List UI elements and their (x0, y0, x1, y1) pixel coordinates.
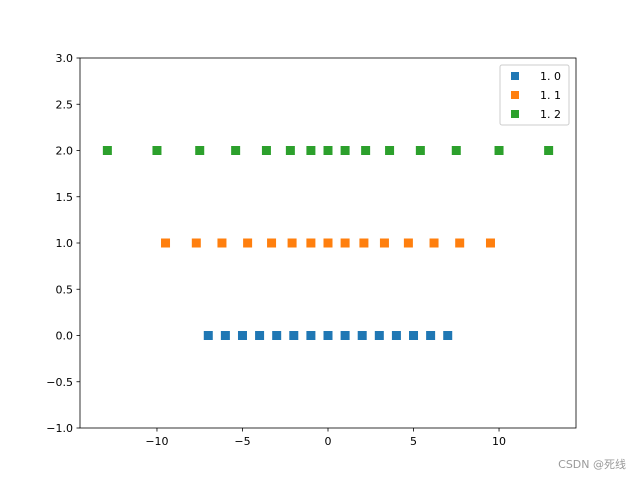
marker-series-3-point-15 (544, 146, 554, 155)
y-tick-label: 1.5 (56, 191, 74, 204)
marker-series-1-point-2 (220, 331, 230, 340)
y-tick-label: 3.0 (56, 52, 74, 65)
scatter-marks (102, 146, 554, 340)
marker-series-3-point-14 (494, 146, 504, 155)
marker-series-3-point-5 (261, 146, 271, 155)
marker-series-3-point-1 (102, 146, 112, 155)
marker-series-3-point-6 (285, 146, 295, 155)
y-tick-label: 2.5 (56, 98, 74, 111)
y-tick-label: 0.5 (56, 283, 74, 296)
marker-series-3-point-8 (323, 146, 333, 155)
marker-series-3-point-11 (385, 146, 395, 155)
marker-series-1-point-11 (374, 331, 384, 340)
legend-marker-3 (511, 110, 519, 118)
x-tick-label: −10 (145, 435, 168, 448)
marker-series-3-point-9 (340, 146, 350, 155)
x-tick-label: 5 (410, 435, 417, 448)
marker-series-2-point-3 (217, 238, 227, 248)
marker-series-1-point-3 (237, 331, 247, 340)
marker-series-3-point-13 (451, 146, 461, 155)
marker-series-1-point-1 (203, 331, 213, 340)
marker-series-1-point-4 (255, 331, 265, 340)
legend-marker-1 (511, 72, 519, 80)
marker-series-2-point-13 (429, 238, 439, 248)
marker-series-1-point-5 (272, 331, 282, 340)
marker-series-1-point-12 (391, 331, 401, 340)
legend-marker-2 (511, 91, 519, 99)
marker-series-3-point-10 (361, 146, 371, 155)
marker-series-1-point-14 (426, 331, 436, 340)
legend: 1. 0 1. 1 1. 2 (499, 64, 570, 126)
marker-series-1-point-13 (409, 331, 419, 340)
y-tick-label: −0.5 (46, 376, 73, 389)
marker-series-2-point-10 (359, 238, 369, 248)
marker-series-2-point-2 (191, 238, 201, 248)
y-axis: −1.0 −0.5 0.0 0.5 1.0 1.5 2.0 2.5 3.0 (46, 52, 80, 435)
marker-series-3-point-2 (152, 146, 162, 155)
marker-series-1-point-7 (306, 331, 316, 340)
x-tick-label: 10 (492, 435, 506, 448)
y-tick-label: 1.0 (56, 237, 74, 250)
legend-label-1: 1. 0 (540, 70, 561, 83)
marker-series-1-point-6 (289, 331, 299, 340)
y-tick-label: −1.0 (46, 422, 73, 435)
marker-series-2-point-15 (485, 238, 495, 248)
y-tick-label: 0.0 (56, 330, 74, 343)
legend-label-3: 1. 2 (540, 108, 561, 121)
plot-frame (79, 57, 577, 429)
marker-series-1-point-10 (357, 331, 367, 340)
marker-series-1-point-15 (443, 331, 453, 340)
marker-series-2-point-9 (340, 238, 350, 248)
marker-series-2-point-7 (306, 238, 316, 248)
x-tick-label: −5 (234, 435, 250, 448)
marker-series-2-point-12 (403, 238, 413, 248)
marker-series-1-point-8 (323, 331, 333, 340)
marker-series-2-point-6 (287, 238, 297, 248)
marker-series-3-point-4 (231, 146, 241, 155)
marker-series-3-point-3 (195, 146, 205, 155)
marker-series-3-point-12 (415, 146, 425, 155)
marker-series-2-point-11 (379, 238, 389, 248)
y-tick-label: 2.0 (56, 145, 74, 158)
marker-series-2-point-8 (323, 238, 333, 248)
marker-series-2-point-4 (243, 238, 253, 248)
x-tick-label: 0 (325, 435, 332, 448)
marker-series-2-point-14 (455, 238, 465, 248)
marker-series-2-point-1 (161, 238, 171, 248)
legend-label-2: 1. 1 (540, 89, 561, 102)
watermark-text: CSDN @死线 (558, 458, 626, 471)
marker-series-3-point-7 (306, 146, 316, 155)
marker-series-2-point-5 (267, 238, 277, 248)
x-axis: −10 −5 0 5 10 (145, 428, 506, 448)
marker-series-1-point-9 (340, 331, 350, 340)
